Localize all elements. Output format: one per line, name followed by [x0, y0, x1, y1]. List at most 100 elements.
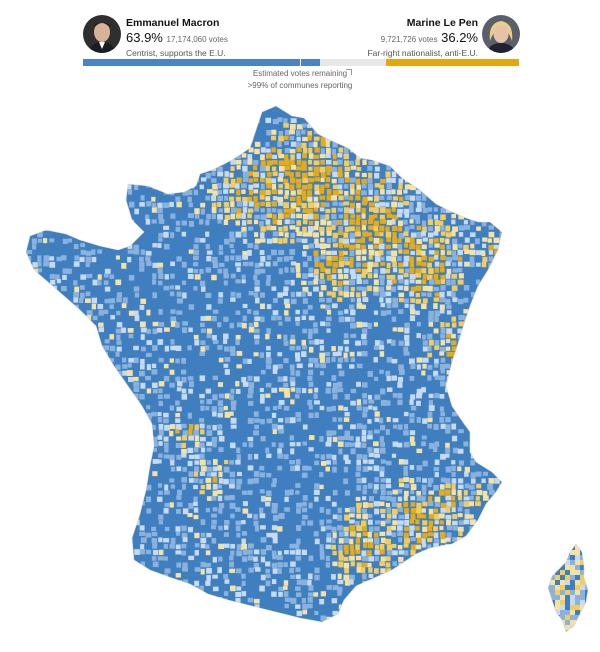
commune-cell — [289, 172, 294, 178]
commune-results-map — [0, 100, 600, 647]
commune-cell — [398, 376, 404, 383]
commune-cell — [391, 274, 396, 281]
commune-cell — [565, 544, 570, 545]
commune-cell — [74, 100, 80, 104]
commune-cell — [451, 184, 457, 190]
commune-cell — [380, 513, 386, 518]
commune-cell — [446, 628, 452, 632]
commune-cell — [266, 255, 272, 261]
commune-cell — [403, 261, 409, 267]
commune-cell — [145, 352, 152, 358]
commune-cell — [193, 484, 198, 490]
commune-cell — [356, 363, 363, 369]
commune-cell — [380, 568, 386, 574]
commune-cell — [409, 267, 415, 274]
commune-cell — [362, 538, 368, 543]
commune-cell — [200, 598, 206, 604]
commune-cell — [350, 286, 355, 292]
commune-cell — [344, 346, 349, 352]
commune-cell — [235, 568, 242, 574]
commune-cell — [505, 634, 510, 639]
commune-cell — [205, 562, 211, 568]
commune-cell — [476, 633, 481, 638]
commune-cell — [368, 172, 373, 179]
commune-cell — [128, 153, 134, 159]
commune-cell — [337, 231, 344, 236]
commune-cell — [194, 454, 201, 460]
commune-cell — [302, 603, 308, 610]
commune-cell — [56, 112, 62, 118]
commune-cell — [110, 543, 116, 550]
commune-cell — [176, 603, 182, 609]
commune-cell — [247, 555, 254, 561]
commune-cell — [458, 321, 465, 327]
commune-cell — [325, 357, 331, 364]
commune-cell — [488, 562, 494, 569]
commune-cell — [61, 351, 66, 356]
commune-cell — [404, 153, 410, 158]
commune-cell — [217, 117, 223, 123]
commune-cell — [337, 129, 343, 136]
commune-cell — [332, 417, 337, 422]
commune-cell — [331, 214, 337, 219]
commune-cell — [451, 196, 456, 201]
commune-cell — [295, 483, 301, 488]
commune-cell — [200, 238, 206, 243]
commune-cell — [374, 556, 379, 562]
commune-cell — [31, 172, 37, 178]
commune-cell — [415, 219, 421, 224]
commune-cell — [242, 112, 247, 119]
commune-cell — [385, 231, 392, 238]
commune-cell — [259, 220, 264, 227]
commune-cell — [452, 525, 458, 531]
commune-cell — [272, 214, 277, 220]
commune-cell — [146, 453, 151, 459]
commune-cell — [145, 214, 150, 220]
commune-cell — [555, 635, 560, 640]
commune-cell — [133, 345, 139, 351]
commune-cell — [205, 292, 212, 298]
commune-cell — [290, 165, 297, 170]
commune-cell — [487, 357, 493, 362]
commune-cell — [457, 136, 464, 142]
commune-cell — [128, 333, 134, 339]
commune-cell — [307, 304, 313, 310]
commune-cell — [446, 351, 452, 357]
commune-cell — [367, 267, 373, 273]
commune-cell — [278, 268, 283, 275]
commune-cell — [349, 112, 356, 117]
commune-cell — [374, 190, 379, 196]
commune-cell — [200, 466, 207, 472]
commune-cell — [206, 430, 213, 436]
commune-cell — [403, 573, 408, 579]
commune-cell — [332, 514, 339, 520]
commune-cell — [499, 315, 502, 321]
commune-cell — [355, 555, 362, 561]
commune-cell — [320, 304, 326, 309]
commune-cell — [434, 502, 441, 507]
commune-cell — [404, 513, 410, 520]
commune-cell — [338, 135, 344, 140]
commune-cell — [217, 268, 223, 274]
commune-cell — [493, 268, 498, 275]
commune-cell — [295, 604, 301, 609]
commune-cell — [242, 358, 248, 364]
commune-cell — [290, 387, 296, 392]
commune-cell — [349, 160, 354, 166]
commune-cell — [386, 303, 392, 309]
commune-cell — [470, 478, 476, 484]
commune-cell — [86, 496, 92, 502]
commune-cell — [488, 225, 495, 230]
commune-cell — [500, 250, 502, 255]
commune-cell — [344, 568, 349, 574]
commune-cell — [373, 286, 379, 293]
commune-cell — [79, 285, 85, 290]
commune-cell — [565, 575, 570, 580]
commune-cell — [368, 556, 374, 562]
commune-cell — [499, 160, 502, 166]
commune-cell — [158, 237, 163, 242]
commune-cell — [457, 358, 462, 363]
commune-cell — [296, 124, 303, 130]
commune-cell — [146, 328, 151, 334]
commune-cell — [386, 387, 393, 392]
